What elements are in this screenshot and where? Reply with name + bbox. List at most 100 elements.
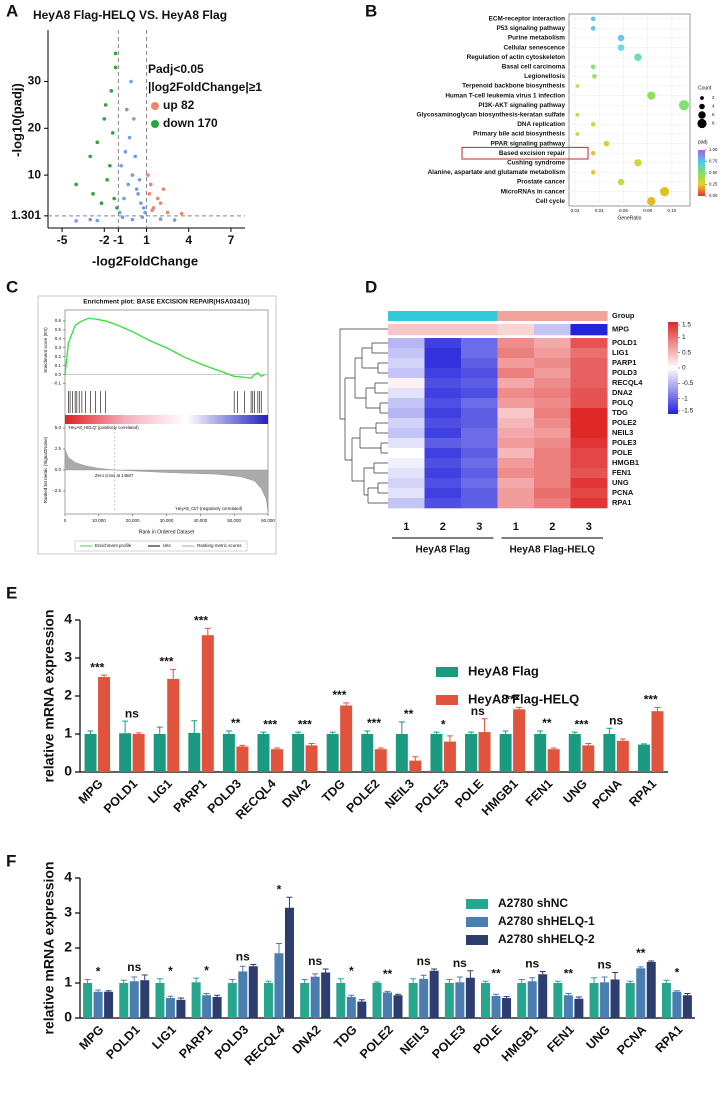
point <box>112 196 116 201</box>
heat-cell <box>534 498 571 509</box>
y-tick-label: 1 <box>64 974 72 990</box>
dot <box>575 132 580 136</box>
dot <box>590 150 596 156</box>
bar <box>646 962 656 1018</box>
bar <box>326 734 339 772</box>
point <box>120 215 125 220</box>
bar <box>222 734 235 772</box>
row-label: PARP1 <box>612 358 636 367</box>
significance-label: ** <box>491 966 501 980</box>
bar <box>227 983 237 1018</box>
panel-letter: E <box>6 583 17 602</box>
bar <box>393 995 403 1018</box>
x-axis-title: Rank in Ordered Dataset <box>139 529 195 535</box>
error-bar <box>265 980 272 983</box>
point <box>109 89 114 93</box>
dot <box>575 84 580 88</box>
bar <box>481 983 491 1018</box>
significance-label: ** <box>564 966 574 980</box>
heat-cell <box>534 478 571 489</box>
legend-label: HeyA8 Flag <box>468 663 539 678</box>
row-label: POLE2 <box>612 418 637 427</box>
bar <box>361 734 374 772</box>
dot <box>590 26 596 31</box>
error-bar <box>203 993 210 996</box>
column-label: 1 <box>403 521 409 533</box>
heat-cell <box>461 488 498 499</box>
heat-cell <box>534 368 571 379</box>
y-tick-label: 0.4 <box>55 336 62 341</box>
y-tick-label: Terpenoid backbone biosynthesis <box>462 83 565 90</box>
heat-cell <box>534 488 571 499</box>
y-axis-title: relative mRNA expression <box>41 862 57 1035</box>
heat-cell <box>388 408 425 419</box>
significance-label: *** <box>263 717 277 731</box>
heat-cell <box>497 388 535 399</box>
colorbar <box>698 150 705 196</box>
error-bar <box>286 896 293 908</box>
colorbar-label: 0.75 <box>709 159 718 164</box>
error-bar <box>684 993 691 996</box>
annotation: Zero cross at 14687 <box>95 473 134 478</box>
group-cell <box>570 311 608 321</box>
error-bar <box>193 977 200 983</box>
metric-area <box>64 448 269 513</box>
heat-cell <box>497 358 535 369</box>
y-tick-label: 0.0 <box>55 372 62 377</box>
heat-cell <box>570 418 608 429</box>
bar <box>443 741 456 772</box>
x-tick-label: 1 <box>143 233 150 247</box>
significance-label: ns <box>125 706 139 720</box>
point <box>172 218 177 222</box>
y-tick-label: Basal cell carcinoma <box>502 63 566 70</box>
heat-cell <box>497 378 535 389</box>
heat-cell <box>461 338 498 349</box>
error-bar <box>433 731 440 734</box>
heat-cell <box>570 498 608 509</box>
bar <box>238 971 248 1018</box>
x-tick-label: 0.10 <box>667 208 676 213</box>
heat-cell <box>497 398 535 409</box>
heat-cell <box>424 448 462 459</box>
significance-label: ns <box>525 957 539 971</box>
heat-cell <box>424 498 462 509</box>
significance-label: ns <box>308 954 322 968</box>
point <box>91 192 95 196</box>
bar <box>455 982 465 1018</box>
error-bar <box>384 990 391 993</box>
heat-cell <box>570 408 608 419</box>
colorbar-label: 1 <box>682 334 686 341</box>
bar <box>176 999 186 1018</box>
heat-cell <box>570 448 608 459</box>
significance-label: *** <box>194 614 208 628</box>
dot <box>590 64 596 70</box>
bar <box>84 734 97 772</box>
heat-cell <box>388 428 425 439</box>
legend-marker <box>466 917 488 927</box>
error-bar <box>225 730 232 734</box>
y-tick-label: 3 <box>64 649 72 665</box>
row-label: POLE3 <box>612 438 637 447</box>
heat-cell <box>461 368 498 379</box>
point <box>115 206 119 210</box>
y-tick-label: 4 <box>64 611 72 627</box>
x-tick-label: -1 <box>113 233 124 247</box>
error-bar <box>343 702 350 706</box>
bar <box>568 734 581 772</box>
legend-marker <box>700 96 704 100</box>
y-tick-label: 4 <box>64 869 72 885</box>
point <box>125 107 129 112</box>
point <box>165 210 170 215</box>
heat-cell <box>497 368 535 379</box>
error-bar <box>627 980 634 983</box>
y2-tick-label: 2.5 <box>55 446 62 451</box>
point <box>134 187 139 191</box>
heat-cell <box>497 338 535 349</box>
error-bar <box>260 731 267 734</box>
group-cell <box>461 311 498 321</box>
heat-cell <box>461 458 498 469</box>
x-tick-label: 0 <box>64 518 67 523</box>
point <box>122 196 126 201</box>
x-tick-label: 0.04 <box>595 208 604 213</box>
error-bar <box>122 720 129 734</box>
